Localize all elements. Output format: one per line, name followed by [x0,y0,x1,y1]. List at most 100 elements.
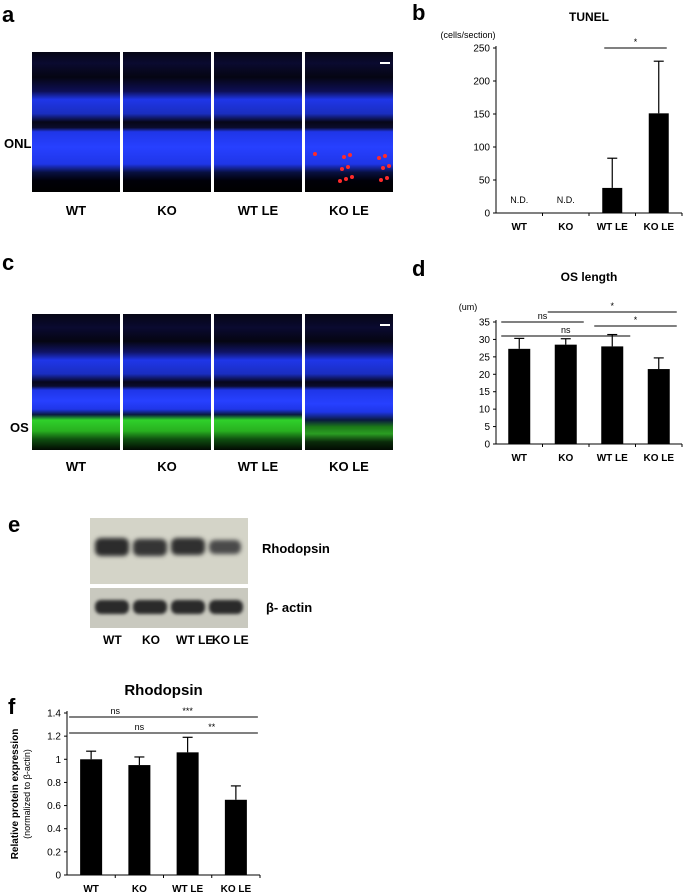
rhodopsin-band-label: Rhodopsin [262,541,330,556]
chart-d-bar [601,346,624,444]
chart-d-bar [554,344,577,444]
chart-b-xtick-label: KO [558,222,573,233]
scale-bar [380,62,390,64]
micro-a-lane-4: KO LE [329,203,369,218]
chart-b-ytick-label: 50 [479,176,491,187]
tunel-positive-cell [350,175,354,179]
tunel-image-2 [123,52,211,192]
micro-a-lane-2: KO [157,203,177,218]
os-image-1 [32,314,120,450]
tunel-positive-cell [338,179,342,183]
tunel-positive-cell [340,167,344,171]
tunel-image-4 [305,52,393,192]
micro-c-lane-1: WT [65,459,87,474]
tunel-positive-cell [342,155,346,159]
rhodopsin-chart: Rhodopsin Relative protein expression (nor… [10,682,261,893]
chart-f-ytick-label: 0.4 [47,824,61,835]
chart-d-ytick-label: 35 [479,318,491,329]
chart-b-ytick-label: 250 [473,44,490,55]
chart-f-ytick-label: 1.4 [47,709,61,720]
tunel-image-3 [214,52,302,192]
chart-f-bar [80,759,103,875]
tunel-image-1 [32,52,120,192]
tunel-positive-cell [346,165,350,169]
chart-d-ytick-label: 5 [484,422,490,433]
chart-d-ytick-label: 15 [479,387,491,398]
chart-f-ytick-label: 0.6 [47,801,61,812]
chart-b-ytick-label: 200 [473,77,490,88]
chart-d-xtick-label: WT LE [597,453,628,464]
tunel-positive-cell [387,164,391,168]
chart-d-xtick-label: KO [558,453,573,464]
chart-d-ylabel: (um) [459,302,478,312]
chart-f-title: Rhodopsin [124,682,202,699]
chart-f-bar [128,765,151,875]
chart-d-bar [508,348,531,444]
chart-f-bar [224,799,247,875]
tunel-positive-cell [344,177,348,181]
chart-d-xtick-label: WT [511,453,527,464]
beta-actin-blot [90,588,248,628]
tunel-positive-cell [348,153,352,157]
chart-f-ylabel-sub: (normalized to β-actin) [22,749,32,839]
chart-d-ytick-label: 25 [479,352,491,363]
micro-a-lane-1: WT [65,203,87,218]
chart-d-significance-label: * [634,315,638,325]
chart-b-xtick-label: KO LE [643,222,674,233]
tunel-positive-cell [379,178,383,182]
tunel-chart: TUNEL (cells/section) 0 50 100 150 200 250 N.D. W… [440,10,683,233]
chart-f-ytick-label: 0.2 [47,847,61,858]
panel-label-e: e [8,512,21,537]
tunel-positive-cell [313,152,317,156]
chart-f-significance-label: ns [135,722,145,732]
micro-a-lane-3: WT LE [237,203,279,218]
blot-lane-4: KO LE [212,633,249,647]
chart-d-ytick-label: 10 [479,405,491,416]
chart-b-ytick-label: 0 [484,209,490,220]
chart-b-xtick-label: WT LE [597,222,628,233]
chart-b-bar-text: N.D. [510,195,528,205]
blot-lane-3: WT LE [176,633,214,647]
chart-d-title: OS length [561,270,618,284]
tunel-positive-cell [381,166,385,170]
blot-lane-1: WT [103,633,122,647]
chart-d-significance-label: ns [538,311,548,321]
chart-d-ytick-label: 20 [479,370,491,381]
chart-b-ylabel: (cells/section) [440,30,495,40]
panel-label-d: d [412,256,426,281]
chart-f-xtick-label: WT LE [172,884,203,893]
panel-label-a: a [2,2,15,27]
chart-f-bar [176,752,199,875]
chart-d-xtick-label: KO LE [643,453,674,464]
chart-b-xtick-label: WT [511,222,527,233]
micro-c-lane-2: KO [157,459,177,474]
chart-d-ytick-label: 0 [484,440,490,451]
onl-label: ONL [4,136,32,151]
panel-label-b: b [412,0,426,25]
rhodopsin-blot [90,518,248,584]
chart-d-bar [647,369,670,444]
chart-b-bar-text: N.D. [557,195,575,205]
chart-f-ytick-label: 1 [55,755,61,766]
blot-lane-2: KO [142,633,160,647]
tunel-positive-cell [377,156,381,160]
chart-f-significance-label: ** [208,722,216,732]
panel-label-c: c [2,250,15,275]
micro-c-lane-3: WT LE [237,459,279,474]
chart-b-significance-label: * [634,37,638,47]
chart-d-ytick-label: 30 [479,335,491,346]
os-image-4 [305,314,393,450]
chart-f-significance-label: *** [182,706,193,716]
scale-bar [380,324,390,326]
chart-f-ytick-label: 0 [55,871,61,882]
chart-d-significance-label: ns [561,325,571,335]
chart-f-xtick-label: KO LE [221,884,252,893]
chart-b-ytick-label: 100 [473,143,490,154]
chart-b-bar [648,113,669,213]
os-image-2 [123,314,211,450]
chart-f-ytick-label: 1.2 [47,732,61,743]
os-label: OS [10,420,29,435]
beta-actin-band-label: β- actin [266,600,313,615]
chart-b-bar [602,187,623,213]
chart-f-ytick-label: 0.8 [47,778,61,789]
